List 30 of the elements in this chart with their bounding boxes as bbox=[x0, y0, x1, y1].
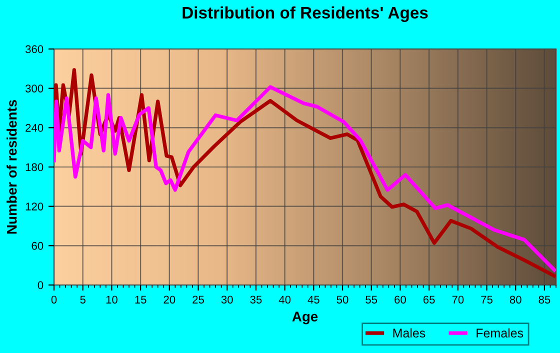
x-tick-label: 20 bbox=[164, 296, 176, 304]
x-tick-label: 25 bbox=[192, 296, 204, 304]
x-tick-label: 85 bbox=[538, 296, 550, 304]
legend-label: Females bbox=[476, 328, 524, 338]
x-tick-label: 60 bbox=[394, 296, 406, 304]
legend-label: Males bbox=[393, 328, 426, 338]
y-tick-label: 300 bbox=[25, 84, 44, 92]
y-tick-label: 60 bbox=[32, 242, 44, 250]
x-tick-label: 75 bbox=[481, 296, 492, 304]
x-tick-label: 80 bbox=[510, 296, 522, 304]
y-tick-label: 0 bbox=[38, 281, 44, 290]
y-axis-title: Number of residents bbox=[6, 100, 17, 234]
chart-title: Distribution of Residents' Ages bbox=[182, 6, 428, 22]
x-tick-label: 40 bbox=[278, 296, 291, 304]
x-tick-label: 30 bbox=[221, 296, 233, 304]
y-tick-label: 240 bbox=[26, 124, 44, 132]
x-tick-label: 35 bbox=[250, 296, 262, 304]
x-tick-label: 50 bbox=[336, 296, 348, 304]
x-tick-label: 10 bbox=[106, 296, 118, 304]
x-tick-label: 0 bbox=[51, 296, 57, 304]
x-axis-title: Age bbox=[292, 312, 318, 324]
x-tick-label: 70 bbox=[452, 296, 464, 304]
x-tick-label: 15 bbox=[135, 296, 146, 304]
x-tick-label: 45 bbox=[308, 296, 320, 304]
x-tick-label: 65 bbox=[423, 296, 435, 304]
y-tick-label: 120 bbox=[26, 202, 44, 210]
y-tick-label: 180 bbox=[26, 163, 44, 172]
x-tick-label: 55 bbox=[366, 296, 378, 304]
x-tick-label: 5 bbox=[80, 296, 86, 304]
y-tick-label: 360 bbox=[25, 45, 44, 54]
